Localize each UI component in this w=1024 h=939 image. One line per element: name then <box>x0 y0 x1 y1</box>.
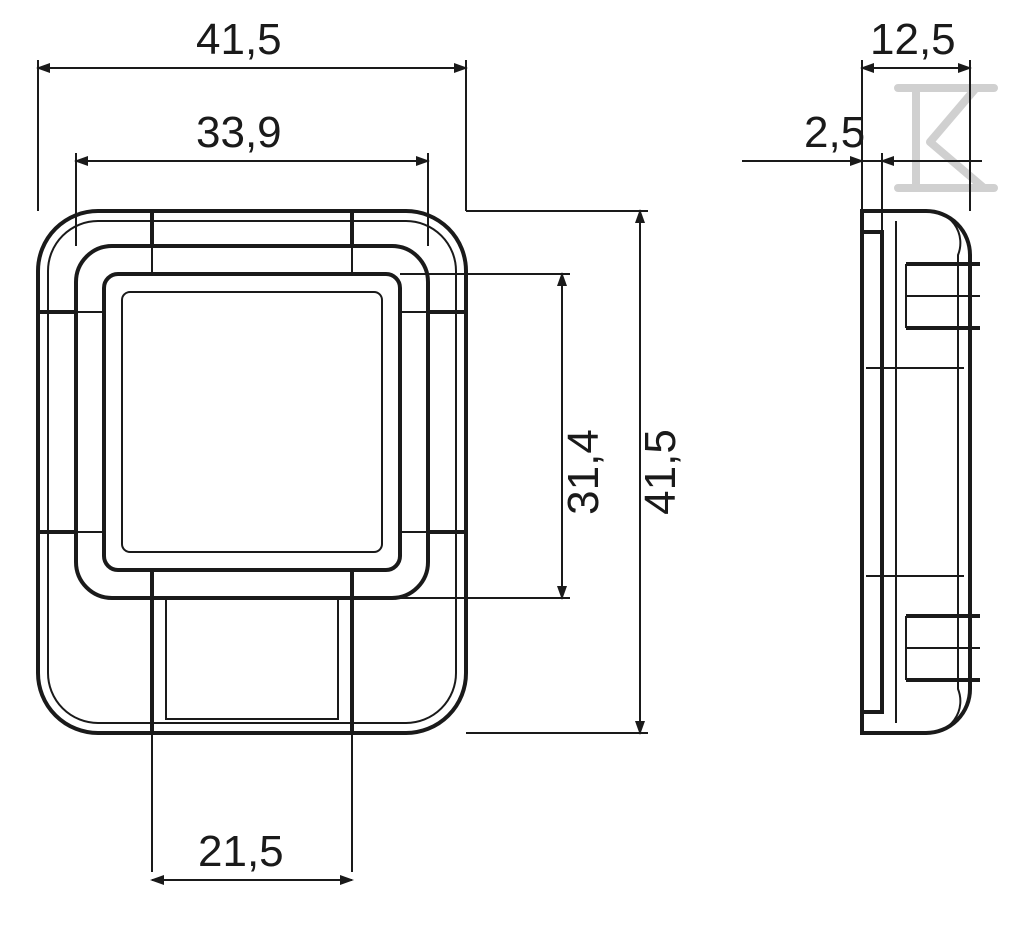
dim-width-bottom-tab: 21,5 <box>152 827 352 880</box>
front-view <box>38 211 466 733</box>
dimensions-layer: 41,5 33,9 21,5 31,4 41,5 12,52,5 <box>38 15 982 880</box>
dim-height-outer: 41,5 <box>636 211 685 733</box>
dim-width-inner-label: 33,9 <box>196 108 282 157</box>
engineering-drawing: 41,5 33,9 21,5 31,4 41,5 12,52,5 <box>0 0 1024 939</box>
dim-depth-label: 12,5 <box>870 15 956 64</box>
dim-width-outer: 41,5 <box>38 15 466 68</box>
side-view <box>862 211 980 733</box>
dim-height-inner: 31,4 <box>559 274 608 598</box>
dim-height-inner-label: 31,4 <box>559 429 608 515</box>
dim-depth: 12,5 <box>862 15 970 68</box>
dim-width-inner: 33,9 <box>76 108 428 161</box>
dim-height-outer-label: 41,5 <box>636 429 685 515</box>
dim-flange-thickness-label: 2,5 <box>804 108 865 157</box>
dim-width-outer-label: 41,5 <box>196 15 282 64</box>
dim-width-bottom-tab-label: 21,5 <box>198 827 284 876</box>
watermark-logo <box>898 88 994 188</box>
